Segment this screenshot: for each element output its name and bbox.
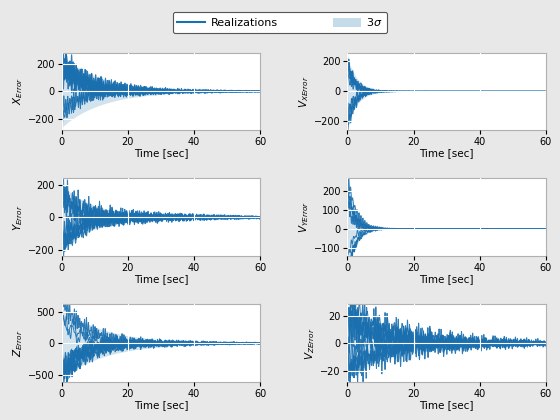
Y-axis label: $V_{XError}$: $V_{XError}$ xyxy=(297,75,311,108)
X-axis label: Time [sec]: Time [sec] xyxy=(419,149,474,159)
Legend: Realizations, $3\sigma$: Realizations, $3\sigma$ xyxy=(172,12,388,33)
X-axis label: Time [sec]: Time [sec] xyxy=(419,401,474,410)
X-axis label: Time [sec]: Time [sec] xyxy=(134,401,188,410)
Y-axis label: $X_{Error}$: $X_{Error}$ xyxy=(11,77,25,105)
Y-axis label: $V_{ZError}$: $V_{ZError}$ xyxy=(304,327,318,360)
Y-axis label: $Y_{Error}$: $Y_{Error}$ xyxy=(11,204,25,231)
X-axis label: Time [sec]: Time [sec] xyxy=(134,149,188,159)
Y-axis label: $Z_{Error}$: $Z_{Error}$ xyxy=(11,329,25,357)
X-axis label: Time [sec]: Time [sec] xyxy=(419,275,474,285)
Y-axis label: $V_{YError}$: $V_{YError}$ xyxy=(297,202,311,233)
X-axis label: Time [sec]: Time [sec] xyxy=(134,275,188,285)
